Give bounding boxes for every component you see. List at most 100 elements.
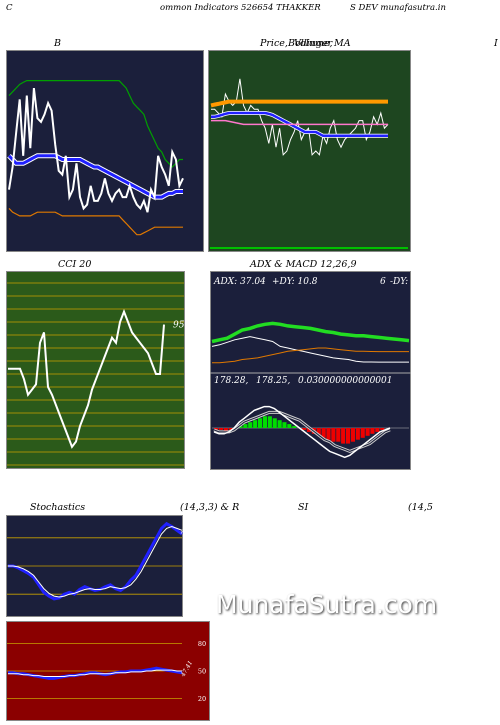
cci-tick-label: -50 [198, 397, 208, 405]
macd-line [213, 405, 391, 459]
price-overlap2-title: Volume, [294, 38, 333, 49]
macd-value-label: 178.28, [214, 376, 248, 386]
cci-tick-label: -150 [193, 449, 208, 457]
stochastics-tick-label: 80 [198, 534, 206, 542]
cci-tick-label: 0 [204, 371, 208, 379]
macd-hist-bar [350, 428, 355, 442]
signal-value-label: 178.25, [256, 376, 290, 386]
macd-hist-bar [341, 428, 346, 444]
stochastics-tick-label: 50 [198, 563, 206, 571]
cci-tick-label: 50 [200, 345, 208, 353]
rsi-tick-label: 80 [198, 640, 206, 648]
bollinger-bg [6, 50, 204, 252]
price-ma-blue-line [211, 111, 388, 138]
macd-hist-bar [253, 420, 258, 428]
macd-hist-bar [375, 428, 380, 432]
cci-tick-label: -25 [198, 384, 208, 392]
rsi-rsi-line [8, 666, 183, 680]
cci-tick-label: -125 [193, 436, 208, 444]
cci-last-label: 95 [173, 321, 185, 331]
bollinger-chart [6, 50, 204, 252]
price-ma-pink-line [211, 119, 388, 126]
price-ma-orange-line [210, 99, 388, 108]
macd-hist-bar [272, 418, 277, 429]
macd-hist-bar [282, 422, 287, 428]
minus-di-prefix: 6 [380, 277, 386, 287]
macd-hist-bar [321, 428, 326, 438]
rsi-title: SI [298, 502, 309, 513]
macd-hist-bar [267, 416, 272, 428]
cci-title: CCI 20 [58, 259, 92, 270]
macd-hist-bar [287, 424, 292, 428]
cci-tick-label: -100 [193, 423, 208, 431]
cci-tick-label: 75 [200, 332, 208, 340]
adx-line [211, 321, 410, 344]
macd-hist-bar [331, 428, 336, 442]
macd-hist-bar [292, 426, 297, 428]
stoch-params: (14,3,3) & R [180, 502, 240, 513]
macd-hist-bar [316, 428, 321, 436]
stochastics-k-line [8, 521, 183, 601]
adx-macd-chart: ADX: 37.04 +DY: 10.8 6 -DY: 23.63 178.28… [210, 271, 412, 470]
macd-hist-bar [214, 428, 219, 430]
macd-hist-bar [228, 428, 233, 430]
cci-tick-label: -175 [193, 462, 208, 470]
macd-hist-bar [370, 428, 375, 434]
header-left-text: ommon Indicators 526654 THAKKER [160, 3, 321, 13]
price-chart [208, 50, 411, 252]
bollinger-lower-line [8, 207, 183, 236]
macd-hist-bar [365, 428, 370, 436]
right-edge-title: I [494, 38, 498, 49]
rsi-tick-label: 20 [198, 695, 206, 703]
hist-value-label: 0.030000000000001 [298, 376, 392, 386]
cci-tick-label: 150 [196, 293, 208, 301]
cci-chart: 175 150 125 100 75 50 25 0 -25 -50 -75 -100 -125 -150… [6, 271, 208, 470]
macd-hist-bar [277, 420, 282, 428]
macd-hist-bar [262, 416, 267, 428]
bollinger-upper-line [8, 80, 183, 168]
plus-di-label: +DY: 10.8 [272, 277, 318, 287]
macd-hist-bar [380, 428, 385, 430]
cci-line [8, 308, 165, 449]
macd-hist-bar [258, 418, 263, 429]
bollinger-title: B [54, 38, 61, 49]
price-ma-title: MA [334, 38, 351, 49]
cci-tick-label: 25 [199, 358, 208, 366]
macd-hist-bar [223, 428, 228, 432]
macd-hist-bar [326, 428, 331, 440]
stochastics-tick-label: 20 [198, 591, 206, 599]
rsi-rsi_smooth-line [8, 669, 182, 677]
macd-hist-bar [346, 428, 351, 444]
macd-hist-bar [218, 428, 223, 430]
adx-minus_di-line [212, 347, 409, 364]
header-c: C [6, 3, 13, 13]
adx-bg [210, 271, 411, 470]
cci-tick-label: -75 [198, 410, 208, 418]
macd-hist-bar [302, 428, 307, 430]
header-right-text: S DEV munafasutra.in [350, 3, 446, 13]
price-bg [208, 50, 411, 252]
macd-hist-bar [243, 424, 248, 428]
bollinger-price-line [8, 87, 184, 213]
watermark: MunafaSutra.com [216, 590, 438, 619]
macd-hist-bar [336, 428, 341, 442]
macd-hist-bar [248, 422, 253, 428]
stochastics-d-line [8, 525, 183, 598]
macd-hist-bar [360, 428, 365, 438]
price-overlap-title: Bollinger [288, 38, 333, 49]
cci-tick-label: 125 [196, 306, 208, 314]
macd-hist-bar [306, 428, 311, 432]
price-title: Price, [260, 38, 288, 49]
rsi-tick-label: 50 [198, 668, 206, 676]
adx-value-label: ADX: 37.04 [213, 277, 266, 287]
rsi-params: (14,5 [408, 502, 433, 513]
macd-hist-bar [355, 428, 360, 440]
cci-tick-label: 175 [196, 280, 208, 288]
adx-plus_di-line [211, 336, 409, 363]
stoch-title: Stochastics [30, 502, 86, 513]
adx-title: ADX & MACD 12,26,9 [250, 259, 357, 270]
minus-di-label: -DY: 23.63 [390, 277, 412, 287]
macd-hist-bar [238, 426, 243, 428]
